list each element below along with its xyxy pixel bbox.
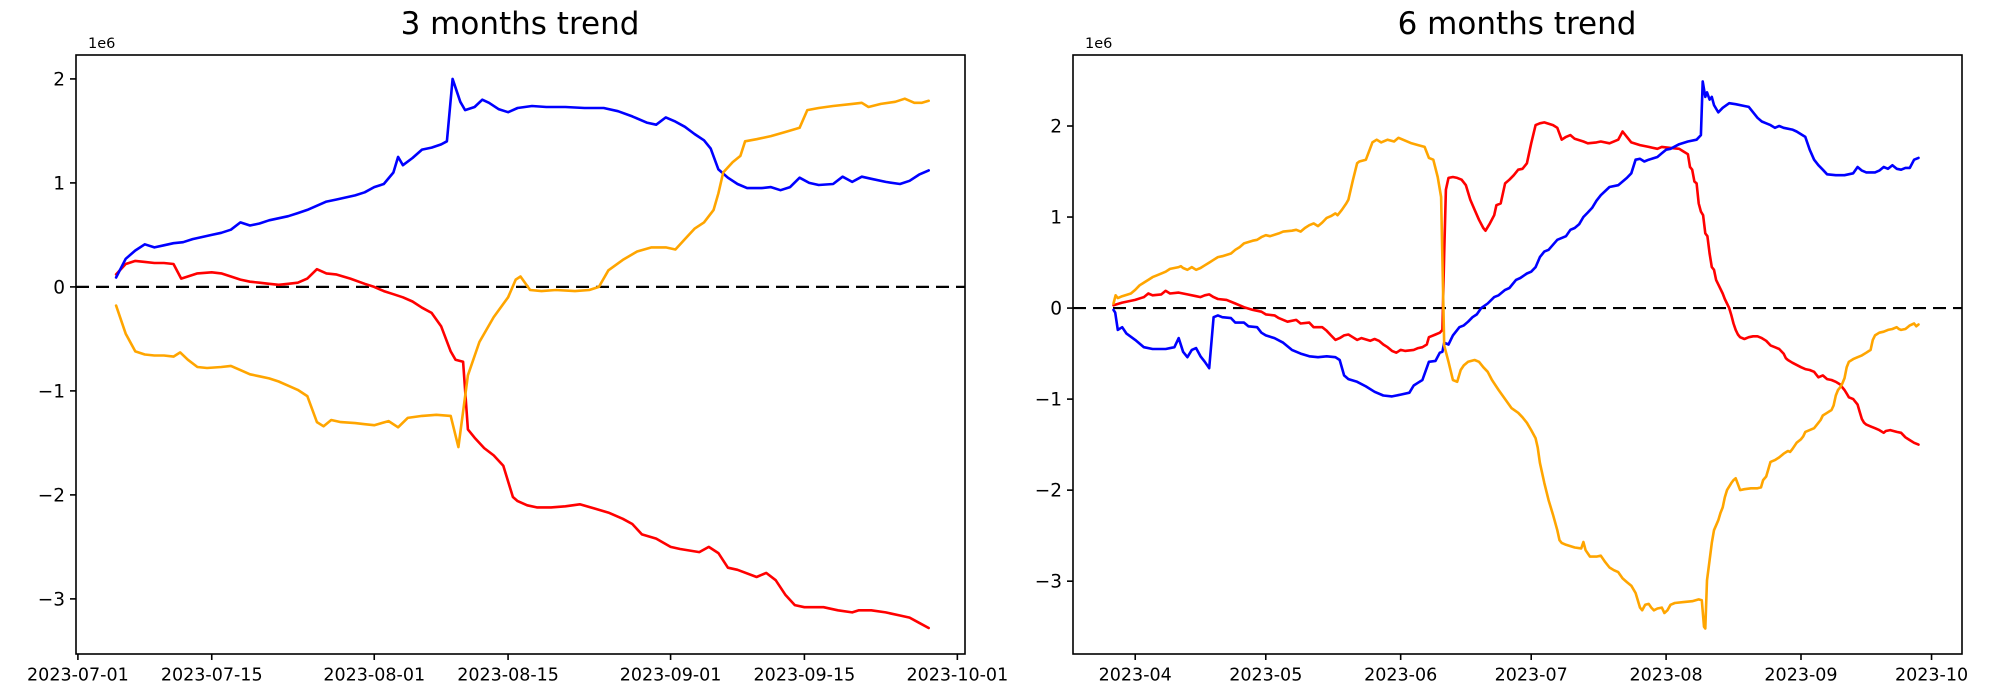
x-tick-label: 2023-08-15 [457, 666, 559, 686]
x-tick-label: 2023-10-01 [907, 666, 1009, 686]
x-tick-label: 2023-08 [1630, 666, 1703, 686]
y-tick-label: 0 [53, 277, 65, 298]
x-tick-label: 2023-08-01 [323, 666, 425, 686]
trend-line-orange [1112, 136, 1920, 630]
trend-line-red [1112, 121, 1920, 446]
trend-line-red [114, 259, 931, 630]
x-tick-label: 2023-09-01 [620, 666, 722, 686]
x-tick-label: 2023-07-15 [161, 666, 263, 686]
x-tick-label: 2023-07-01 [27, 666, 129, 686]
x-tick-label: 2023-07 [1495, 666, 1568, 686]
x-tick-label: 2023-09-15 [754, 666, 856, 686]
x-tick-label: 2023-05 [1229, 666, 1302, 686]
y-axis-offset-label: 1e6 [88, 36, 115, 52]
y-tick-label: 2 [1050, 116, 1062, 137]
plot-box [1072, 54, 1963, 655]
x-tick-label: 2023-06 [1364, 666, 1437, 686]
chart-title-6-months: 6 months trend [1397, 6, 1637, 42]
y-tick-label: 1 [1050, 208, 1062, 229]
x-tick-label: 2023-04 [1099, 666, 1172, 686]
x-tick-label: 2023-09 [1764, 666, 1837, 686]
x-tick-label: 2023-10 [1895, 666, 1968, 686]
y-tick-label: 1 [53, 173, 65, 194]
chart-0: 2023-07-01 2023-07-15 2023-08-01 2023-08-15… [27, 36, 1008, 686]
plot-box [75, 54, 966, 655]
y-tick-label: −3 [1035, 572, 1062, 593]
y-tick-label: −3 [38, 589, 65, 610]
y-axis-offset-label: 1e6 [1085, 36, 1112, 52]
chart-title-3-months: 3 months trend [400, 6, 640, 42]
y-tick-label: −2 [1035, 481, 1062, 502]
trend-line-blue [114, 77, 931, 279]
trend-line-orange [114, 97, 931, 449]
trend-line-blue [1112, 80, 1920, 398]
y-tick-label: −1 [38, 381, 65, 402]
y-tick-label: 2 [53, 69, 65, 90]
chart-1: 2023-04 2023-05 2023-06 2023-07 2023-08 2023-… [1035, 36, 1968, 686]
y-tick-label: −2 [38, 485, 65, 506]
y-tick-label: 0 [1050, 299, 1062, 320]
y-tick-label: −1 [1035, 390, 1062, 411]
